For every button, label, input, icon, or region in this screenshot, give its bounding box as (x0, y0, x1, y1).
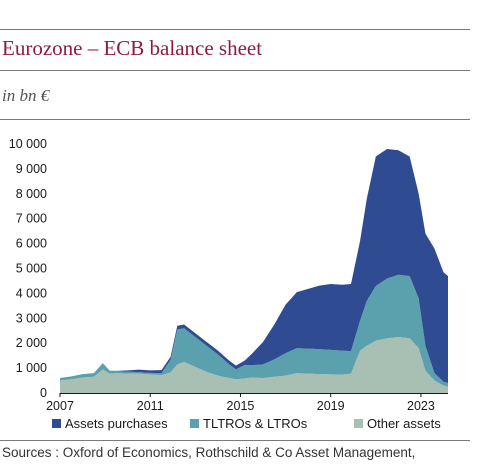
y-tick-label: 8 000 (16, 187, 47, 201)
legend-label: Other assets (367, 416, 441, 431)
legend-label: Assets purchases (65, 416, 168, 431)
chart-title: Eurozone – ECB balance sheet (2, 36, 263, 60)
top-rule (0, 29, 470, 30)
legend-item-tltros-ltros: TLTROs & LTROs (190, 416, 307, 431)
y-tick-label: 10 000 (9, 137, 47, 151)
area-tltros-ltros (60, 274, 448, 387)
x-tick-label: 2023 (407, 399, 435, 413)
source-note: Sources : Oxford of Economics, Rothschil… (2, 445, 416, 460)
chart-legend: Assets purchases TLTROs & LTROs Other asse… (0, 416, 480, 434)
legend-label: TLTROs & LTROs (203, 416, 308, 431)
area-assets-purchases (60, 148, 448, 384)
legend-swatch (354, 419, 363, 428)
x-tick-label: 2007 (46, 399, 74, 413)
y-tick-label: 6 000 (16, 237, 47, 251)
legend-item-assets-purchases: Assets purchases (52, 416, 168, 431)
legend-swatch (52, 419, 61, 428)
y-tick-label: 5 000 (16, 262, 47, 276)
area-other-assets (60, 336, 448, 393)
y-tick-label: 2 000 (16, 336, 47, 350)
subtitle-rule (0, 119, 470, 120)
source-rule (0, 440, 470, 441)
legend-swatch (190, 419, 199, 428)
y-tick-label: 3 000 (16, 311, 47, 325)
y-tick-label: 9 000 (16, 162, 47, 176)
chart-subtitle: in bn € (2, 86, 50, 105)
x-tick-label: 2015 (227, 399, 255, 413)
legend-item-other-assets: Other assets (354, 416, 441, 431)
y-tick-label: 7 000 (16, 212, 47, 226)
y-tick-label: 4 000 (16, 286, 47, 300)
balance-sheet-chart: 0 1 000 2 000 3 000 4 000 5 000 6 000 7 000 8 00… (9, 137, 448, 413)
x-tick-label: 2011 (137, 399, 164, 413)
y-tick-label: 1 000 (16, 361, 47, 375)
x-tick-label: 2019 (317, 399, 345, 413)
y-tick-label: 0 (40, 386, 47, 400)
title-rule (0, 70, 470, 71)
